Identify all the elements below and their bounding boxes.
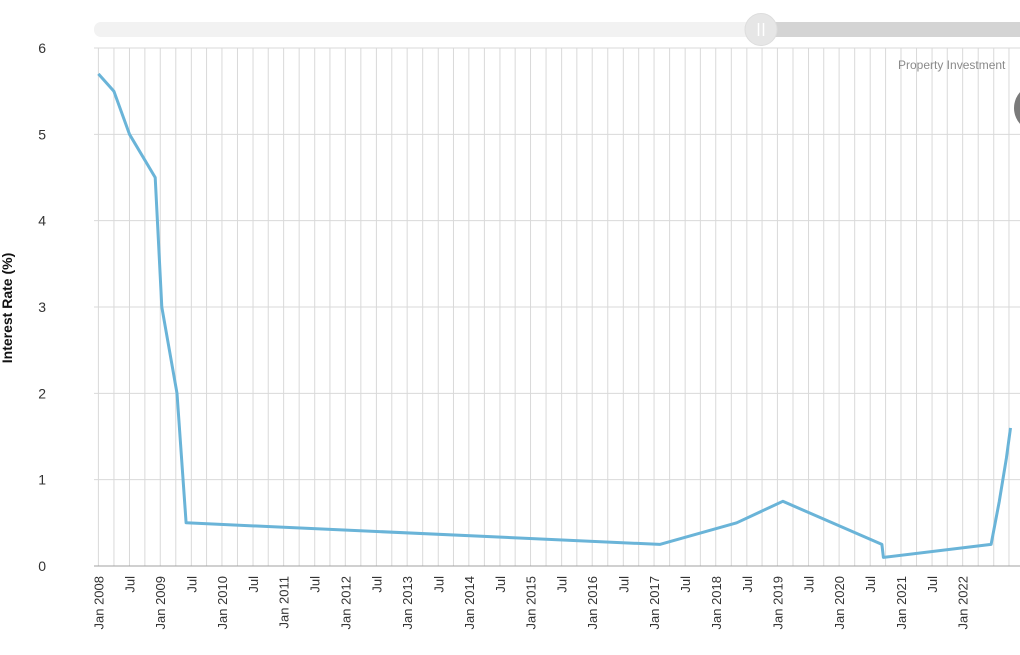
x-tick-label: Jul xyxy=(184,576,199,593)
y-axis-title: Interest Rate (%) xyxy=(0,253,15,363)
x-tick-label: Jan 2022 xyxy=(956,576,971,630)
x-tick-label: Jul xyxy=(863,576,878,593)
x-tick-label: Jan 2016 xyxy=(585,576,600,630)
x-axis-ticks: Jan 2008 Jul Jan 2009 Jul Jan 2010 Jul Jan 201… xyxy=(91,576,970,630)
y-axis-ticks: 0 1 2 3 4 5 6 xyxy=(38,40,46,574)
range-slider-selected[interactable] xyxy=(761,22,1020,37)
x-tick-label: Jul xyxy=(122,576,137,593)
x-tick-label: Jan 2010 xyxy=(215,576,230,630)
x-tick-label: Jul xyxy=(431,576,446,593)
range-slider[interactable] xyxy=(94,13,1020,46)
x-tick-label: Jan 2014 xyxy=(462,576,477,630)
x-tick-label: Jul xyxy=(246,576,261,593)
x-tick-label: Jan 2018 xyxy=(709,576,724,630)
x-tick-label: Jan 2020 xyxy=(832,576,847,630)
grid xyxy=(94,47,1020,566)
x-tick-label: Jan 2012 xyxy=(338,576,353,630)
x-tick-label: Jul xyxy=(802,576,817,593)
y-tick-label: 5 xyxy=(38,126,46,142)
y-tick-label: 0 xyxy=(38,558,46,574)
x-tick-label: Jan 2008 xyxy=(91,576,106,630)
x-tick-label: Jul xyxy=(678,576,693,593)
x-tick-label: Jan 2009 xyxy=(153,576,168,630)
x-tick-label: Jan 2015 xyxy=(524,576,539,630)
y-tick-label: 1 xyxy=(38,472,46,488)
series-line xyxy=(97,72,1012,559)
x-tick-label: Jan 2019 xyxy=(770,576,785,630)
x-tick-label: Jan 2013 xyxy=(400,576,415,630)
y-tick-label: 2 xyxy=(38,385,46,401)
y-tick-label: 6 xyxy=(38,40,46,56)
x-tick-label: Jul xyxy=(308,576,323,593)
x-tick-label: Jul xyxy=(616,576,631,593)
x-tick-label: Jul xyxy=(740,576,755,593)
x-tick-label: Jul xyxy=(369,576,384,593)
x-tick-label: Jul xyxy=(493,576,508,593)
y-tick-label: 4 xyxy=(38,213,46,229)
x-tick-label: Jul xyxy=(555,576,570,593)
x-tick-label: Jul xyxy=(925,576,940,593)
x-tick-label: Jan 2021 xyxy=(894,576,909,630)
range-slider-handle[interactable] xyxy=(744,13,778,46)
annotation-label: Property Investment xyxy=(898,58,1006,72)
x-tick-label: Jan 2017 xyxy=(647,576,662,630)
y-tick-label: 3 xyxy=(38,299,46,315)
x-tick-label: Jan 2011 xyxy=(277,576,292,629)
annotation-marker[interactable] xyxy=(1014,84,1020,132)
